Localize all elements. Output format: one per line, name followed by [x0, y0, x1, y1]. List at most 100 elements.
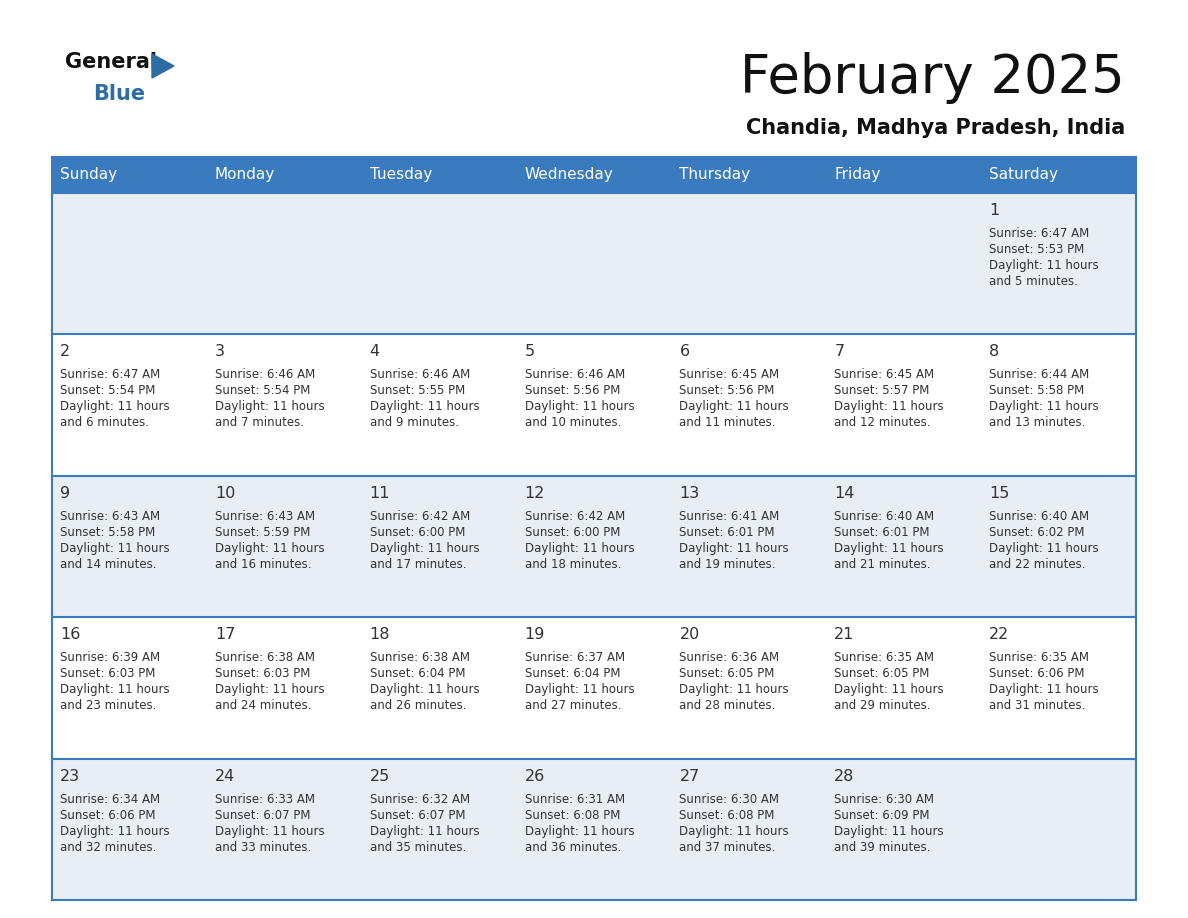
- Text: and 17 minutes.: and 17 minutes.: [369, 558, 466, 571]
- Text: and 6 minutes.: and 6 minutes.: [61, 417, 148, 430]
- Text: Sunrise: 6:39 AM: Sunrise: 6:39 AM: [61, 651, 160, 665]
- Text: Wednesday: Wednesday: [525, 167, 613, 183]
- Text: 25: 25: [369, 768, 390, 784]
- Text: Daylight: 11 hours: Daylight: 11 hours: [680, 542, 789, 554]
- Text: Friday: Friday: [834, 167, 880, 183]
- Text: and 9 minutes.: and 9 minutes.: [369, 417, 459, 430]
- Text: Daylight: 11 hours: Daylight: 11 hours: [369, 542, 479, 554]
- Text: 9: 9: [61, 486, 70, 501]
- Text: Sunset: 5:54 PM: Sunset: 5:54 PM: [215, 385, 310, 397]
- Text: 14: 14: [834, 486, 854, 501]
- Text: General: General: [65, 52, 157, 72]
- Text: and 36 minutes.: and 36 minutes.: [525, 841, 621, 854]
- Text: 10: 10: [215, 486, 235, 501]
- Text: Daylight: 11 hours: Daylight: 11 hours: [369, 824, 479, 837]
- Text: Sunset: 5:53 PM: Sunset: 5:53 PM: [990, 243, 1085, 256]
- Text: Daylight: 11 hours: Daylight: 11 hours: [990, 542, 1099, 554]
- Text: Sunset: 6:01 PM: Sunset: 6:01 PM: [680, 526, 775, 539]
- Text: Daylight: 11 hours: Daylight: 11 hours: [680, 400, 789, 413]
- Text: and 19 minutes.: and 19 minutes.: [680, 558, 776, 571]
- Text: Daylight: 11 hours: Daylight: 11 hours: [369, 683, 479, 696]
- Text: Sunset: 6:06 PM: Sunset: 6:06 PM: [61, 809, 156, 822]
- Text: Daylight: 11 hours: Daylight: 11 hours: [61, 542, 170, 554]
- Polygon shape: [152, 54, 173, 78]
- Bar: [52, 157, 1136, 193]
- Text: Daylight: 11 hours: Daylight: 11 hours: [215, 683, 324, 696]
- Text: Sunrise: 6:30 AM: Sunrise: 6:30 AM: [834, 792, 934, 806]
- Text: 15: 15: [990, 486, 1010, 501]
- Text: 5: 5: [525, 344, 535, 360]
- Text: Sunset: 6:03 PM: Sunset: 6:03 PM: [61, 667, 156, 680]
- Text: Sunrise: 6:38 AM: Sunrise: 6:38 AM: [215, 651, 315, 665]
- Text: Sunset: 6:09 PM: Sunset: 6:09 PM: [834, 809, 930, 822]
- Text: 26: 26: [525, 768, 545, 784]
- Text: 2: 2: [61, 344, 70, 360]
- Text: Sunrise: 6:41 AM: Sunrise: 6:41 AM: [680, 509, 779, 522]
- Text: Daylight: 11 hours: Daylight: 11 hours: [834, 683, 944, 696]
- Text: Daylight: 11 hours: Daylight: 11 hours: [525, 824, 634, 837]
- Text: 4: 4: [369, 344, 380, 360]
- Text: 28: 28: [834, 768, 854, 784]
- Text: Sunset: 6:08 PM: Sunset: 6:08 PM: [680, 809, 775, 822]
- Text: Sunrise: 6:46 AM: Sunrise: 6:46 AM: [369, 368, 470, 381]
- Text: Sunset: 6:03 PM: Sunset: 6:03 PM: [215, 667, 310, 680]
- Text: Sunrise: 6:44 AM: Sunrise: 6:44 AM: [990, 368, 1089, 381]
- Text: and 11 minutes.: and 11 minutes.: [680, 417, 776, 430]
- Text: Sunset: 6:00 PM: Sunset: 6:00 PM: [525, 526, 620, 539]
- Text: Sunrise: 6:42 AM: Sunrise: 6:42 AM: [369, 509, 470, 522]
- Bar: [52, 617, 1136, 758]
- Text: Tuesday: Tuesday: [369, 167, 432, 183]
- Text: Sunrise: 6:43 AM: Sunrise: 6:43 AM: [215, 509, 315, 522]
- Text: Sunrise: 6:32 AM: Sunrise: 6:32 AM: [369, 792, 469, 806]
- Text: Sunrise: 6:30 AM: Sunrise: 6:30 AM: [680, 792, 779, 806]
- Text: 27: 27: [680, 768, 700, 784]
- Text: Sunrise: 6:47 AM: Sunrise: 6:47 AM: [990, 227, 1089, 240]
- Text: Sunset: 6:05 PM: Sunset: 6:05 PM: [834, 667, 930, 680]
- Text: Sunday: Sunday: [61, 167, 118, 183]
- Text: 1: 1: [990, 203, 999, 218]
- Text: Daylight: 11 hours: Daylight: 11 hours: [369, 400, 479, 413]
- Text: Sunset: 5:57 PM: Sunset: 5:57 PM: [834, 385, 930, 397]
- Text: and 32 minutes.: and 32 minutes.: [61, 841, 157, 854]
- Text: Sunset: 5:58 PM: Sunset: 5:58 PM: [61, 526, 156, 539]
- Text: Sunset: 6:00 PM: Sunset: 6:00 PM: [369, 526, 465, 539]
- Text: Daylight: 11 hours: Daylight: 11 hours: [215, 824, 324, 837]
- Text: 12: 12: [525, 486, 545, 501]
- Text: Daylight: 11 hours: Daylight: 11 hours: [990, 683, 1099, 696]
- Text: Daylight: 11 hours: Daylight: 11 hours: [680, 683, 789, 696]
- Text: Daylight: 11 hours: Daylight: 11 hours: [680, 824, 789, 837]
- Text: Daylight: 11 hours: Daylight: 11 hours: [525, 542, 634, 554]
- Text: Sunrise: 6:40 AM: Sunrise: 6:40 AM: [834, 509, 935, 522]
- Text: Sunrise: 6:31 AM: Sunrise: 6:31 AM: [525, 792, 625, 806]
- Text: Daylight: 11 hours: Daylight: 11 hours: [215, 542, 324, 554]
- Text: 21: 21: [834, 627, 854, 643]
- Text: and 12 minutes.: and 12 minutes.: [834, 417, 930, 430]
- Bar: [52, 476, 1136, 617]
- Text: 6: 6: [680, 344, 689, 360]
- Text: and 5 minutes.: and 5 minutes.: [990, 275, 1078, 288]
- Text: Sunset: 6:04 PM: Sunset: 6:04 PM: [525, 667, 620, 680]
- Text: and 13 minutes.: and 13 minutes.: [990, 417, 1086, 430]
- Bar: [52, 193, 1136, 334]
- Text: Daylight: 11 hours: Daylight: 11 hours: [525, 400, 634, 413]
- Text: 23: 23: [61, 768, 80, 784]
- Text: and 18 minutes.: and 18 minutes.: [525, 558, 621, 571]
- Text: and 21 minutes.: and 21 minutes.: [834, 558, 930, 571]
- Text: and 31 minutes.: and 31 minutes.: [990, 700, 1086, 712]
- Text: Sunrise: 6:33 AM: Sunrise: 6:33 AM: [215, 792, 315, 806]
- Text: Sunrise: 6:38 AM: Sunrise: 6:38 AM: [369, 651, 469, 665]
- Text: and 27 minutes.: and 27 minutes.: [525, 700, 621, 712]
- Text: February 2025: February 2025: [740, 52, 1125, 104]
- Text: Sunset: 5:55 PM: Sunset: 5:55 PM: [369, 385, 465, 397]
- Text: 24: 24: [215, 768, 235, 784]
- Text: Daylight: 11 hours: Daylight: 11 hours: [834, 400, 944, 413]
- Text: and 14 minutes.: and 14 minutes.: [61, 558, 157, 571]
- Text: Sunset: 5:54 PM: Sunset: 5:54 PM: [61, 385, 156, 397]
- Text: 13: 13: [680, 486, 700, 501]
- Text: and 35 minutes.: and 35 minutes.: [369, 841, 466, 854]
- Text: Sunset: 5:59 PM: Sunset: 5:59 PM: [215, 526, 310, 539]
- Text: Sunset: 6:07 PM: Sunset: 6:07 PM: [369, 809, 466, 822]
- Text: 17: 17: [215, 627, 235, 643]
- Text: 7: 7: [834, 344, 845, 360]
- Text: Sunset: 6:07 PM: Sunset: 6:07 PM: [215, 809, 310, 822]
